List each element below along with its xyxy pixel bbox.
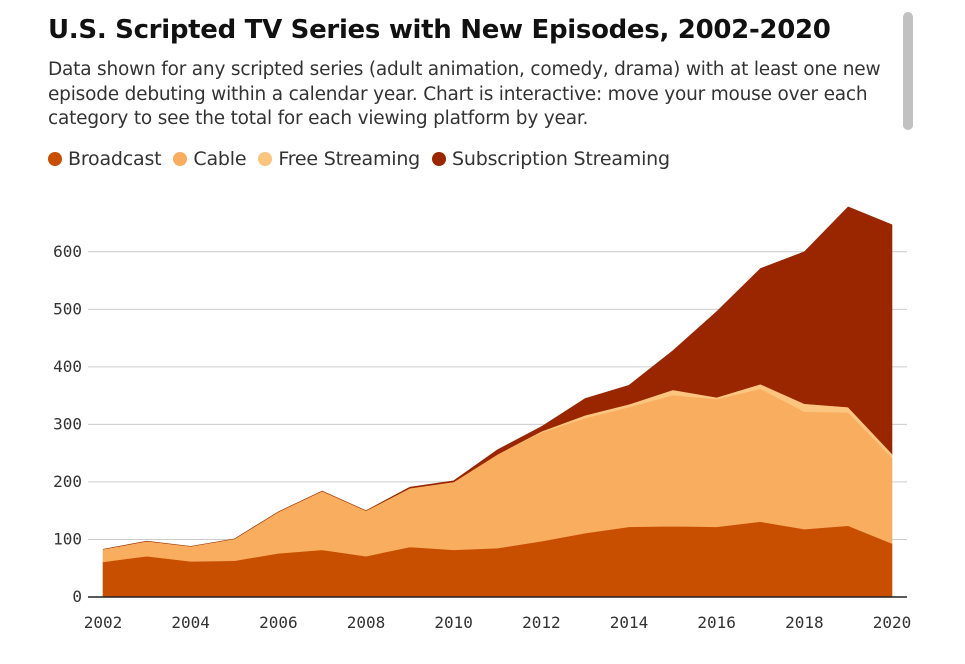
x-tick-label-2020: 2020 xyxy=(873,613,912,632)
x-tick-label-2014: 2014 xyxy=(610,613,649,632)
x-tick-label-2016: 2016 xyxy=(697,613,736,632)
legend-item-free-streaming[interactable]: Free Streaming xyxy=(258,148,420,170)
chart-subtitle: Data shown for any scripted series (adul… xyxy=(48,59,881,129)
legend-swatch-broadcast xyxy=(48,152,62,166)
y-tick-label-100: 100 xyxy=(53,529,82,548)
y-tick-label-600: 600 xyxy=(53,242,82,261)
x-tick-label-2006: 2006 xyxy=(259,613,298,632)
legend-label-broadcast: Broadcast xyxy=(68,148,162,170)
legend-item-subscription-streaming[interactable]: Subscription Streaming xyxy=(432,148,670,170)
legend-label-subscription-streaming: Subscription Streaming xyxy=(452,148,670,170)
x-tick-label-2012: 2012 xyxy=(522,613,561,632)
axis-layer: 0 100 200 300 400 500 600 2002 2004 2006 2008 2010 2… xyxy=(53,242,911,632)
x-tick-label-2010: 2010 xyxy=(434,613,473,632)
x-tick-label-2008: 2008 xyxy=(347,613,386,632)
y-tick-label-300: 300 xyxy=(53,414,82,433)
y-tick-label-400: 400 xyxy=(53,357,82,376)
y-tick-label-500: 500 xyxy=(53,299,82,318)
x-tick-label-2002: 2002 xyxy=(84,613,123,632)
chart-title: U.S. Scripted TV Series with New Episode… xyxy=(48,15,831,45)
y-tick-label-0: 0 xyxy=(72,587,82,606)
legend-swatch-cable xyxy=(173,152,188,166)
vertical-scrollbar[interactable] xyxy=(903,12,913,130)
area-subscription-streaming[interactable] xyxy=(102,206,893,550)
legend-label-cable: Cable xyxy=(193,148,247,170)
area-layer[interactable] xyxy=(102,206,893,598)
x-tick-label-2018: 2018 xyxy=(785,613,824,632)
x-tick-label-2004: 2004 xyxy=(171,613,210,632)
y-tick-label-200: 200 xyxy=(53,472,82,491)
legend-label-free-streaming: Free Streaming xyxy=(278,148,421,170)
legend-item-broadcast[interactable]: Broadcast xyxy=(48,148,162,170)
chart-legend: Broadcast Cable Free Streaming Subscript… xyxy=(48,148,682,170)
legend-swatch-free-streaming xyxy=(258,152,273,166)
legend-item-cable[interactable]: Cable xyxy=(173,148,247,170)
legend-swatch-subscription-streaming xyxy=(432,152,447,166)
